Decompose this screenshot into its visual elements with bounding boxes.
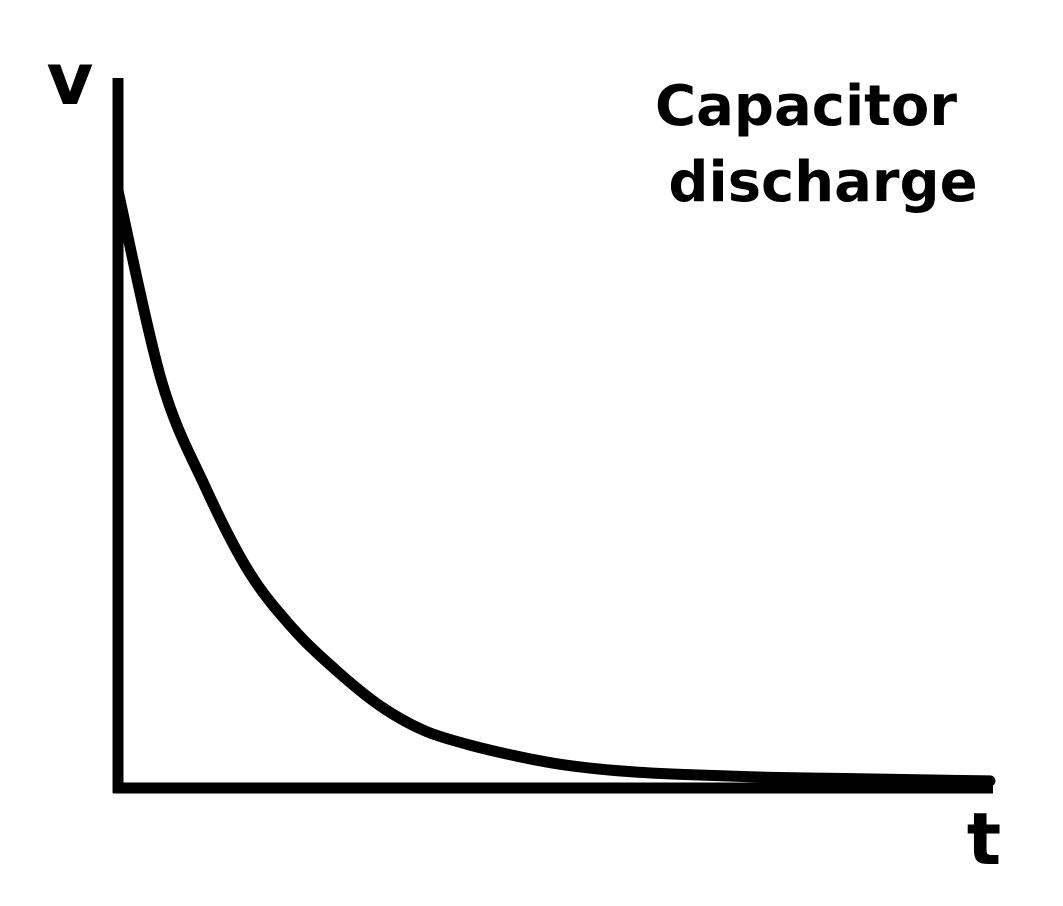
x-axis-label: t (967, 797, 1001, 881)
discharge-curve (112, 185, 996, 787)
chart-title-line-1: Capacitor (655, 74, 957, 139)
y-axis-label: v (47, 37, 94, 121)
chart-title-line-2: discharge (668, 150, 977, 215)
